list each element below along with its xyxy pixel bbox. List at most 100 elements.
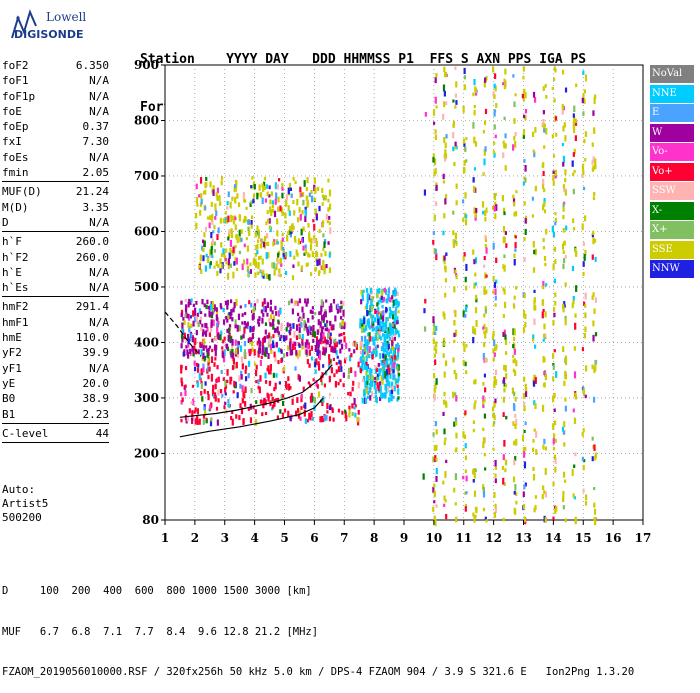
echo-point xyxy=(483,158,486,166)
echo-point xyxy=(322,220,325,224)
echo-point xyxy=(194,337,197,345)
echo-point xyxy=(582,186,586,191)
echo-point xyxy=(322,266,325,271)
echo-point xyxy=(305,350,309,358)
param-name: B0 xyxy=(2,392,16,406)
echo-point xyxy=(240,237,243,242)
echo-point xyxy=(513,404,516,412)
plot-frame xyxy=(164,64,644,521)
echo-point xyxy=(463,434,467,439)
echo-point xyxy=(345,342,348,349)
echo-point xyxy=(472,177,475,183)
echo-point xyxy=(572,172,575,177)
echo-point xyxy=(574,322,577,330)
echo-point xyxy=(552,395,555,399)
x-tick-label: 12 xyxy=(485,531,502,545)
echo-point xyxy=(374,395,377,399)
echo-point xyxy=(196,380,199,384)
echo-point xyxy=(382,363,385,368)
echo-point xyxy=(307,342,310,349)
echo-point xyxy=(390,355,394,362)
echo-point xyxy=(383,368,386,373)
echo-point xyxy=(524,177,527,183)
echo-point xyxy=(285,194,289,200)
echo-point xyxy=(514,242,517,249)
echo-point xyxy=(277,273,280,277)
echo-point xyxy=(562,495,565,502)
echo-point xyxy=(455,145,458,150)
echo-point xyxy=(216,365,219,370)
echo-point xyxy=(225,216,228,220)
param-row: C-level 44 xyxy=(2,426,109,441)
echo-point xyxy=(492,290,495,294)
echo-point xyxy=(371,295,374,302)
echo-point xyxy=(373,382,376,389)
echo-point xyxy=(216,419,219,426)
echo-point xyxy=(583,139,586,144)
echo-point xyxy=(388,368,391,373)
echo-point xyxy=(318,353,322,361)
echo-point xyxy=(232,249,236,254)
echo-point xyxy=(206,255,210,262)
echo-point xyxy=(378,316,381,322)
echo-point xyxy=(327,207,330,212)
echo-point xyxy=(452,239,455,245)
echo-point xyxy=(363,316,366,321)
echo-point xyxy=(180,329,184,336)
echo-point xyxy=(313,404,316,411)
echo-point xyxy=(503,211,506,216)
echo-point xyxy=(369,304,372,311)
echo-point xyxy=(214,357,217,361)
echo-point xyxy=(248,349,251,357)
echo-point xyxy=(234,224,237,231)
echo-point xyxy=(327,178,330,183)
echo-point xyxy=(383,337,386,343)
echo-point xyxy=(199,319,202,325)
echo-point xyxy=(227,399,230,404)
echo-point xyxy=(473,207,476,215)
echo-point xyxy=(512,421,515,426)
echo-point xyxy=(434,134,438,141)
echo-point xyxy=(392,290,395,296)
echo-point xyxy=(276,241,279,245)
echo-point xyxy=(383,373,386,378)
echo-point xyxy=(391,388,394,394)
echo-point xyxy=(442,180,446,184)
echo-point xyxy=(300,268,303,272)
echo-point xyxy=(475,506,478,514)
echo-point xyxy=(396,355,399,360)
echo-point xyxy=(453,161,456,167)
echo-point xyxy=(305,349,308,355)
echo-point xyxy=(553,278,557,284)
echo-point xyxy=(393,357,396,364)
echo-point xyxy=(503,301,507,309)
echo-point xyxy=(564,169,567,176)
echo-point xyxy=(382,373,385,381)
echo-point xyxy=(444,142,447,149)
param-name: foE xyxy=(2,104,22,118)
echo-point xyxy=(352,380,355,386)
echo-point xyxy=(364,305,367,310)
echo-point xyxy=(303,408,307,415)
echo-point xyxy=(247,373,250,379)
echo-point xyxy=(463,412,467,417)
echo-point xyxy=(222,355,226,363)
echo-point xyxy=(354,404,357,408)
echo-point xyxy=(594,359,597,365)
echo-point xyxy=(491,205,495,210)
echo-point xyxy=(433,500,436,504)
echo-point xyxy=(217,376,220,383)
echo-point xyxy=(271,339,275,345)
echo-point xyxy=(336,355,339,359)
echo-point xyxy=(281,237,284,242)
echo-point xyxy=(381,305,384,309)
echo-point xyxy=(209,404,212,411)
echo-point xyxy=(202,338,205,345)
echo-point xyxy=(474,400,477,404)
echo-point xyxy=(348,405,351,410)
echo-point xyxy=(432,456,435,463)
echo-point xyxy=(396,316,399,323)
echo-point xyxy=(306,326,309,333)
echo-point xyxy=(502,331,505,337)
echo-point xyxy=(572,493,575,498)
